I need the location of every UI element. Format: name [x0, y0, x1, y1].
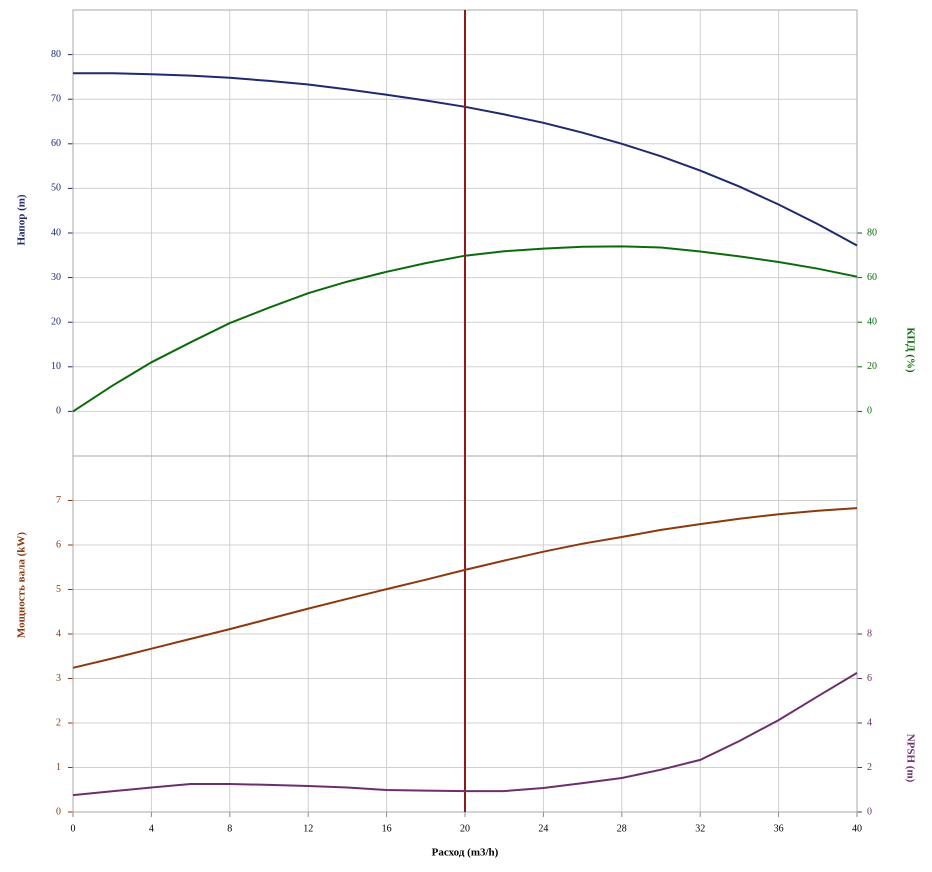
y-tick-label: 6 — [56, 539, 61, 550]
x-axis-label: Расход (m3/h) — [432, 847, 499, 859]
y2-axis-label: NPSH (m) — [904, 734, 916, 783]
y-tick-label: 40 — [51, 227, 61, 238]
x-tick-label: 16 — [382, 823, 392, 834]
curve — [72, 672, 858, 797]
y-tick-label: 4 — [56, 628, 61, 639]
y2-tick-label: 4 — [867, 717, 872, 728]
y2-tick-label: 8 — [867, 628, 872, 639]
x-tick-label: 28 — [617, 823, 627, 834]
x-tick-label: 4 — [149, 823, 154, 834]
y-tick-label: 3 — [56, 673, 61, 684]
y-tick-label: 10 — [51, 361, 61, 372]
y-tick-label: 2 — [56, 717, 61, 728]
y-axis-label: Мощность вала (kW) — [16, 532, 28, 638]
y2-tick-label: 60 — [867, 272, 877, 283]
y-tick-label: 20 — [51, 316, 61, 327]
y2-tick-label: 0 — [867, 406, 872, 417]
y2-tick-label: 2 — [867, 762, 872, 773]
y-tick-label: 7 — [56, 495, 61, 506]
x-tick-label: 32 — [695, 823, 705, 834]
y-tick-label: 0 — [56, 806, 61, 817]
x-tick-label: 36 — [774, 823, 784, 834]
y2-tick-label: 40 — [867, 316, 877, 327]
y2-axis-label: КПД (%) — [904, 327, 916, 373]
y-tick-label: 60 — [51, 138, 61, 149]
y2-tick-label: 0 — [867, 806, 872, 817]
x-tick-label: 24 — [538, 823, 548, 834]
x-tick-label: 0 — [71, 823, 76, 834]
y-tick-label: 5 — [56, 584, 61, 595]
y-tick-label: 1 — [56, 762, 61, 773]
y2-tick-label: 6 — [867, 673, 872, 684]
y2-tick-label: 20 — [867, 361, 877, 372]
x-tick-label: 8 — [227, 823, 232, 834]
y-axis-label: Напор (m) — [16, 194, 28, 245]
y-tick-label: 50 — [51, 183, 61, 194]
curve — [72, 507, 858, 669]
x-tick-label: 12 — [303, 823, 313, 834]
y-tick-label: 80 — [51, 49, 61, 60]
y-tick-label: 0 — [56, 406, 61, 417]
y-tick-label: 30 — [51, 272, 61, 283]
x-tick-label: 40 — [852, 823, 862, 834]
y2-tick-label: 80 — [867, 227, 877, 238]
x-tick-label: 20 — [460, 823, 470, 834]
y-tick-label: 70 — [51, 93, 61, 104]
